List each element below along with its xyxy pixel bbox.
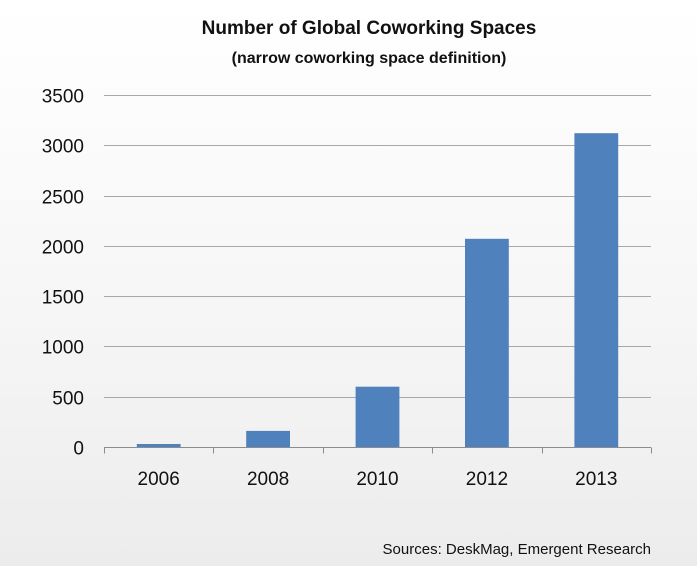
y-tick-label: 0 [73, 439, 84, 460]
y-axis-tick-labels: 0 500 1000 1500 2000 2500 3000 3500 [42, 87, 84, 460]
y-tick-label: 2000 [42, 238, 84, 259]
source-note: Sources: DeskMag, Emergent Research [383, 541, 651, 558]
x-tick-label: 2006 [138, 469, 180, 490]
chart-subtitle: (narrow coworking space definition) [232, 50, 507, 67]
gridlines [104, 95, 651, 398]
y-tick-label: 3500 [42, 87, 84, 108]
x-tick-label: 2008 [247, 469, 289, 490]
bar-2012 [465, 238, 509, 447]
bars [136, 133, 619, 447]
x-axis: 2006 2008 2010 2012 2013 [104, 447, 652, 490]
y-tick-label: 2500 [42, 188, 84, 209]
bar-2013 [574, 133, 619, 447]
chart-title: Number of Global Coworking Spaces [202, 18, 537, 39]
y-tick-label: 3000 [42, 137, 84, 158]
y-tick-label: 1000 [42, 338, 84, 359]
x-tick-label: 2012 [466, 469, 508, 490]
bar-2010 [355, 386, 400, 447]
bar-2006 [136, 444, 181, 447]
bar-2008 [246, 430, 290, 447]
y-tick-label: 1500 [42, 288, 84, 309]
x-tick-label: 2013 [575, 469, 617, 490]
y-tick-label: 500 [52, 389, 84, 410]
x-tick-label: 2010 [356, 469, 398, 490]
